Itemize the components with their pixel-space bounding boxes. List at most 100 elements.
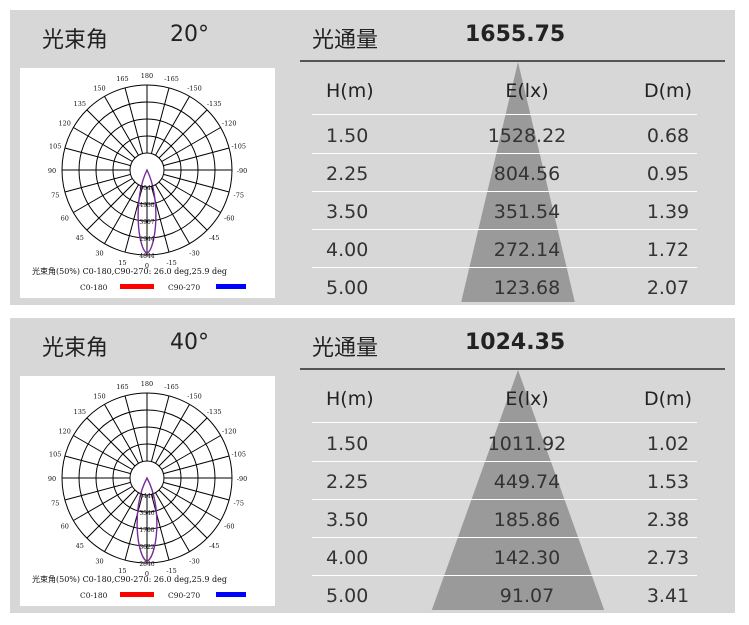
cell-height: 5.00 — [326, 585, 369, 607]
angle-label: 105 — [49, 450, 61, 458]
angle-label: 135 — [74, 100, 86, 108]
beam-panel-20: 光束角 20° 光通量 1655.75 -165 180 165 -150 15… — [10, 10, 735, 305]
luminous-flux-label: 光通量 — [312, 28, 379, 53]
cell-illuminance: 272.14 — [493, 239, 561, 261]
cell-illuminance: 449.74 — [493, 471, 561, 493]
illuminance-table: H(m) E(lx) D(m) 1.50 1011.92 1.02 2.25 4… — [300, 370, 725, 610]
table-row: 2.25 804.56 0.95 — [312, 155, 697, 193]
polar-spoke — [124, 87, 144, 154]
cell-illuminance: 1011.92 — [487, 433, 567, 455]
intensity-curve — [136, 476, 158, 563]
intensity-value: 6041 — [139, 185, 154, 192]
polar-spoke — [104, 184, 139, 244]
cell-illuminance: 185.86 — [493, 509, 561, 531]
polar-spoke — [163, 147, 230, 167]
legend-c0-swatch — [120, 284, 154, 289]
angle-label: -135 — [207, 100, 222, 108]
polar-spoke — [64, 481, 131, 501]
row-divider — [312, 499, 697, 500]
angle-label: 15 — [118, 259, 126, 267]
angle-label: -30 — [189, 557, 199, 565]
angle-label: 75 — [51, 192, 59, 200]
legend-c0-swatch — [120, 592, 154, 597]
angle-label: 105 — [49, 142, 61, 150]
legend-c90-label: C90-270 — [168, 591, 200, 600]
polar-spoke — [158, 181, 208, 231]
cell-diameter: 2.38 — [646, 509, 690, 531]
row-divider — [312, 153, 697, 154]
table-row: 2.25 449.74 1.53 — [312, 463, 697, 501]
angle-label: 150 — [93, 393, 105, 401]
table-row: 1.50 1011.92 1.02 — [312, 425, 697, 463]
angle-label: -135 — [207, 408, 222, 416]
table-row: 3.50 351.54 1.39 — [312, 193, 697, 231]
header-illuminance: E(lx) — [505, 388, 549, 410]
cell-illuminance: 351.54 — [493, 201, 561, 223]
cell-height: 3.50 — [326, 201, 369, 223]
legend-c90-swatch — [216, 284, 246, 289]
angle-label: 60 — [61, 523, 69, 531]
polar-spoke — [104, 492, 139, 552]
cell-height: 2.25 — [326, 163, 369, 185]
intensity-value: 1708 — [139, 527, 154, 534]
row-divider — [312, 422, 697, 423]
angle-label: 45 — [76, 542, 84, 550]
cell-diameter: 2.73 — [646, 547, 690, 569]
polar-angle-labels: -165 180 165 -150 150 -135 135 -120 120 … — [48, 380, 247, 578]
luminous-flux-label: 光通量 — [312, 336, 379, 361]
angle-label: 30 — [95, 557, 103, 565]
polar-spoke — [163, 481, 230, 501]
beam-angle-label: 光束角 — [42, 336, 109, 361]
polar-spoke — [161, 435, 221, 470]
legend-c90-swatch — [216, 592, 246, 597]
intensity-value: 3907 — [139, 219, 154, 226]
cell-height: 5.00 — [326, 277, 369, 299]
polar-spoke — [124, 395, 144, 462]
angle-label: 165 — [116, 383, 128, 391]
polar-spoke — [124, 494, 144, 561]
polar-spoke — [150, 494, 170, 561]
polar-spoke — [73, 435, 133, 470]
angle-label: -105 — [231, 142, 246, 150]
polar-spoke — [73, 127, 133, 162]
polar-spoke — [104, 404, 139, 464]
cell-height: 4.00 — [326, 239, 369, 261]
cell-height: 4.00 — [326, 547, 369, 569]
polar-spoke — [161, 178, 221, 213]
polar-spoke — [161, 486, 221, 521]
cell-diameter: 1.53 — [646, 471, 690, 493]
polar-spoke — [104, 96, 139, 156]
angle-label: -60 — [224, 215, 234, 223]
legend-c0-label: C0-180 — [80, 591, 108, 600]
cell-height: 1.50 — [326, 125, 369, 147]
header-height: H(m) — [326, 388, 374, 410]
polar-angle-labels: -165 180 165 -150 150 -135 135 -120 120 … — [48, 72, 247, 270]
angle-label: -90 — [237, 167, 247, 175]
row-divider — [312, 461, 697, 462]
angle-label: -45 — [209, 234, 219, 242]
angle-label: 45 — [76, 234, 84, 242]
polar-spoke — [161, 127, 221, 162]
polar-spoke — [158, 417, 208, 467]
panel-header: 光束角 20° 光通量 1655.75 — [10, 10, 735, 60]
intensity-value: 3622 — [139, 544, 154, 551]
angle-label: -150 — [187, 393, 202, 401]
table-row: 4.00 272.14 1.72 — [312, 231, 697, 269]
polar-spoke — [73, 486, 133, 521]
table-row: 5.00 91.07 3.41 — [312, 577, 697, 615]
angle-label: 135 — [74, 408, 86, 416]
polar-spoke — [64, 455, 131, 475]
table-header-row: H(m) E(lx) D(m) — [312, 380, 697, 418]
angle-label: 120 — [59, 120, 71, 128]
light-cone-graphic — [431, 370, 605, 610]
polar-spoke — [155, 184, 190, 244]
header-divider — [300, 60, 725, 62]
polar-spoke — [64, 147, 131, 167]
polar-caption: 光束角(50%) C0-180,C90-270: 26.0 deg,25.9 d… — [32, 574, 227, 584]
polar-distribution-diagram: -165 180 165 -150 150 -135 135 -120 120 … — [20, 376, 275, 606]
row-divider — [312, 267, 697, 268]
row-divider — [312, 229, 697, 230]
intensity-value: 2846 — [139, 561, 154, 568]
angle-label: -60 — [224, 523, 234, 531]
angle-label: 0 — [145, 262, 149, 270]
